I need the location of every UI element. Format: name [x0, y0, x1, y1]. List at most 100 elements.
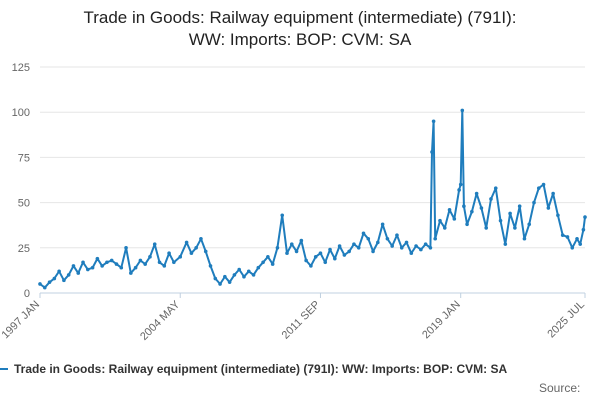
data-point [328, 247, 332, 252]
data-point [541, 182, 546, 187]
data-point [194, 246, 198, 250]
data-point [399, 246, 404, 250]
data-point [208, 264, 213, 268]
data-point [508, 211, 512, 216]
data-point [172, 260, 176, 265]
data-point [498, 218, 503, 223]
data-point [256, 265, 261, 270]
data-point [105, 260, 109, 265]
data-point [304, 258, 308, 263]
data-point [148, 255, 152, 259]
data-point [356, 246, 361, 250]
data-point [395, 233, 399, 237]
data-point [513, 226, 517, 230]
data-point [447, 208, 452, 212]
data-point [294, 249, 299, 254]
data-point [409, 251, 414, 256]
data-point [465, 222, 469, 227]
data-point [47, 280, 52, 284]
data-point [280, 213, 285, 218]
data-point [578, 242, 583, 246]
data-point [242, 274, 246, 279]
data-point [532, 200, 536, 205]
data-point [62, 278, 66, 283]
data-point [380, 222, 385, 227]
data-point [385, 236, 390, 241]
data-point [503, 242, 508, 246]
data-point [428, 246, 433, 250]
data-point [285, 251, 289, 256]
data-point [184, 240, 189, 245]
data-point [390, 244, 394, 248]
data-point [366, 236, 371, 241]
data-point [203, 249, 208, 254]
x-tick-label: 2011 SEP [280, 299, 323, 342]
legend[interactable]: Trade in Goods: Railway equipment (inter… [0, 362, 507, 376]
x-tick-label: 2019 JAN [420, 299, 463, 342]
data-point [433, 236, 438, 241]
legend-swatch [0, 368, 8, 370]
data-point [289, 242, 294, 246]
data-point [419, 247, 423, 252]
data-point [227, 280, 232, 284]
series-line [39, 109, 586, 289]
data-point [438, 218, 442, 223]
data-point [57, 269, 61, 274]
data-point [124, 246, 128, 250]
data-point [261, 260, 265, 265]
y-tick-label: 100 [12, 107, 30, 119]
data-point [517, 204, 522, 209]
data-point [470, 209, 474, 214]
data-point [458, 182, 463, 187]
x-tick-label: 2004 MAY [138, 298, 183, 343]
data-point [157, 260, 162, 265]
legend-label: Trade in Goods: Railway equipment (inter… [14, 362, 508, 376]
data-point [86, 267, 90, 272]
data-point [275, 246, 280, 250]
chart-title-line-2: WW: Imports: BOP: CVM: SA [188, 30, 412, 49]
data-point [251, 273, 256, 277]
data-point [100, 264, 104, 268]
data-point [199, 236, 203, 241]
data-point [129, 271, 133, 275]
data-point [583, 215, 587, 219]
data-point [337, 244, 342, 248]
data-point [213, 276, 218, 281]
data-point [237, 267, 241, 272]
data-point [95, 256, 100, 261]
data-point [76, 271, 81, 275]
y-tick-label: 0 [24, 288, 30, 300]
data-point [66, 273, 71, 277]
data-point [38, 282, 42, 286]
data-point [575, 236, 579, 241]
y-tick-label: 75 [18, 152, 30, 164]
data-point [313, 255, 318, 259]
data-point [457, 188, 461, 192]
data-point [109, 258, 114, 263]
data-point [266, 255, 270, 259]
data-point [414, 244, 418, 248]
data-point [484, 226, 488, 230]
data-point [232, 273, 237, 277]
data-point [493, 186, 498, 190]
data-point [452, 217, 457, 221]
data-point [138, 258, 143, 263]
y-tick-label: 25 [18, 243, 30, 255]
data-point [189, 251, 194, 256]
data-point [404, 240, 409, 245]
data-point [333, 256, 337, 261]
y-tick-label: 125 [12, 62, 30, 74]
data-point [527, 222, 532, 227]
x-tick-label: 2025 JUL [545, 299, 587, 341]
source-label: Source: [539, 381, 581, 395]
data-point [570, 246, 575, 250]
data-point [167, 251, 171, 256]
data-point [342, 253, 347, 257]
data-point [536, 186, 541, 190]
data-point [42, 285, 47, 290]
data-point [299, 238, 304, 243]
data-point [431, 119, 436, 124]
chart-title: Trade in Goods: Railway equipment (inter… [0, 7, 600, 51]
data-point [489, 197, 493, 201]
data-point [546, 206, 551, 210]
